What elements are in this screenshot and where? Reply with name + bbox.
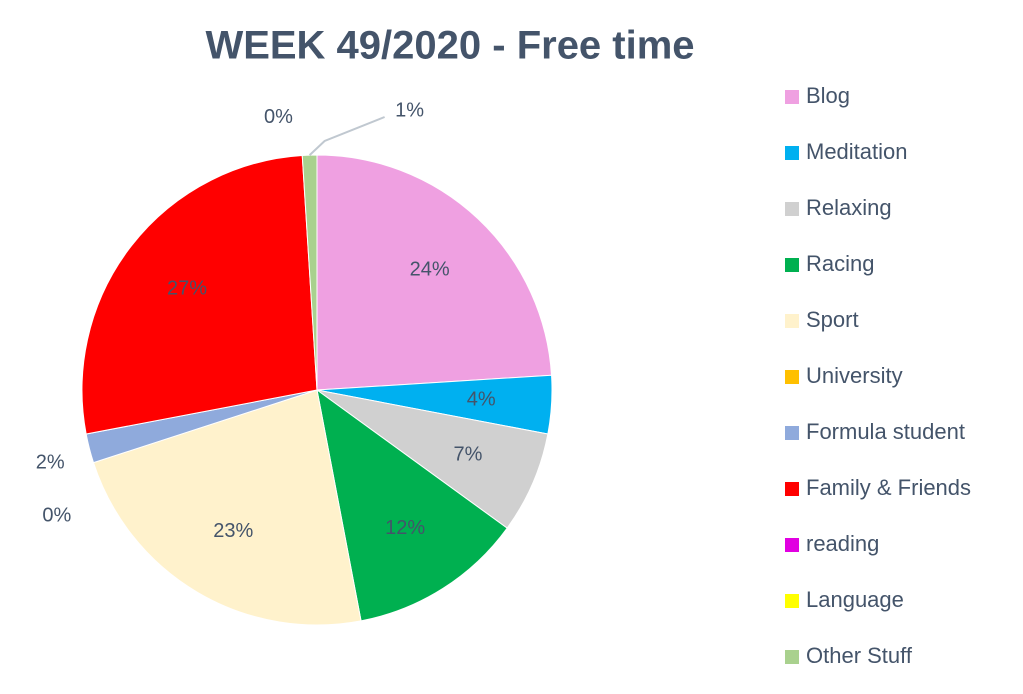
legend-label: Other Stuff xyxy=(806,643,913,668)
legend-swatch xyxy=(785,146,799,160)
legend-label: reading xyxy=(806,531,879,556)
pie-slice xyxy=(81,154,318,435)
pie-slice xyxy=(316,389,549,529)
legend-label: Sport xyxy=(806,307,859,332)
pie-slice xyxy=(301,154,318,391)
data-label: 7% xyxy=(454,444,483,466)
pie-slice xyxy=(92,389,362,626)
legend-label: Language xyxy=(806,587,904,612)
leader-line xyxy=(308,116,385,156)
legend-swatch xyxy=(785,90,799,104)
legend-swatch xyxy=(785,482,799,496)
data-label: 24% xyxy=(410,258,450,280)
legend-label: Family & Friends xyxy=(806,475,971,500)
pie-slice xyxy=(316,154,553,391)
legend-label: Blog xyxy=(806,83,850,108)
legend-swatch xyxy=(785,426,799,440)
legend-swatch xyxy=(785,370,799,384)
legend-swatch xyxy=(785,258,799,272)
data-label: 23% xyxy=(213,520,253,542)
data-label: 2% xyxy=(36,452,65,474)
pie xyxy=(81,154,553,626)
legend-swatch xyxy=(785,594,799,608)
legend-label: Racing xyxy=(806,251,874,276)
data-label: 0% xyxy=(42,505,71,527)
chart-title: WEEK 49/2020 - Free time xyxy=(205,24,694,68)
data-label: 1% xyxy=(395,99,424,121)
data-label: 4% xyxy=(467,389,496,411)
data-label: 27% xyxy=(167,277,207,299)
legend-swatch xyxy=(785,538,799,552)
data-label: 12% xyxy=(385,517,425,539)
legend-swatch xyxy=(785,650,799,664)
legend-label: Relaxing xyxy=(806,195,892,220)
legend-label: University xyxy=(806,363,903,388)
legend-swatch xyxy=(785,314,799,328)
legend-label: Meditation xyxy=(806,139,908,164)
pie-slice xyxy=(316,388,508,622)
legend-swatch xyxy=(785,202,799,216)
data-labels: 24% 4% 7% 12% 23% 0% 2% 27% 0% 1% xyxy=(36,99,496,542)
data-label: 0% xyxy=(264,106,293,128)
legend: Blog Meditation Relaxing Racing Sport Univers… xyxy=(785,83,971,668)
legend-label: Formula student xyxy=(806,419,965,444)
